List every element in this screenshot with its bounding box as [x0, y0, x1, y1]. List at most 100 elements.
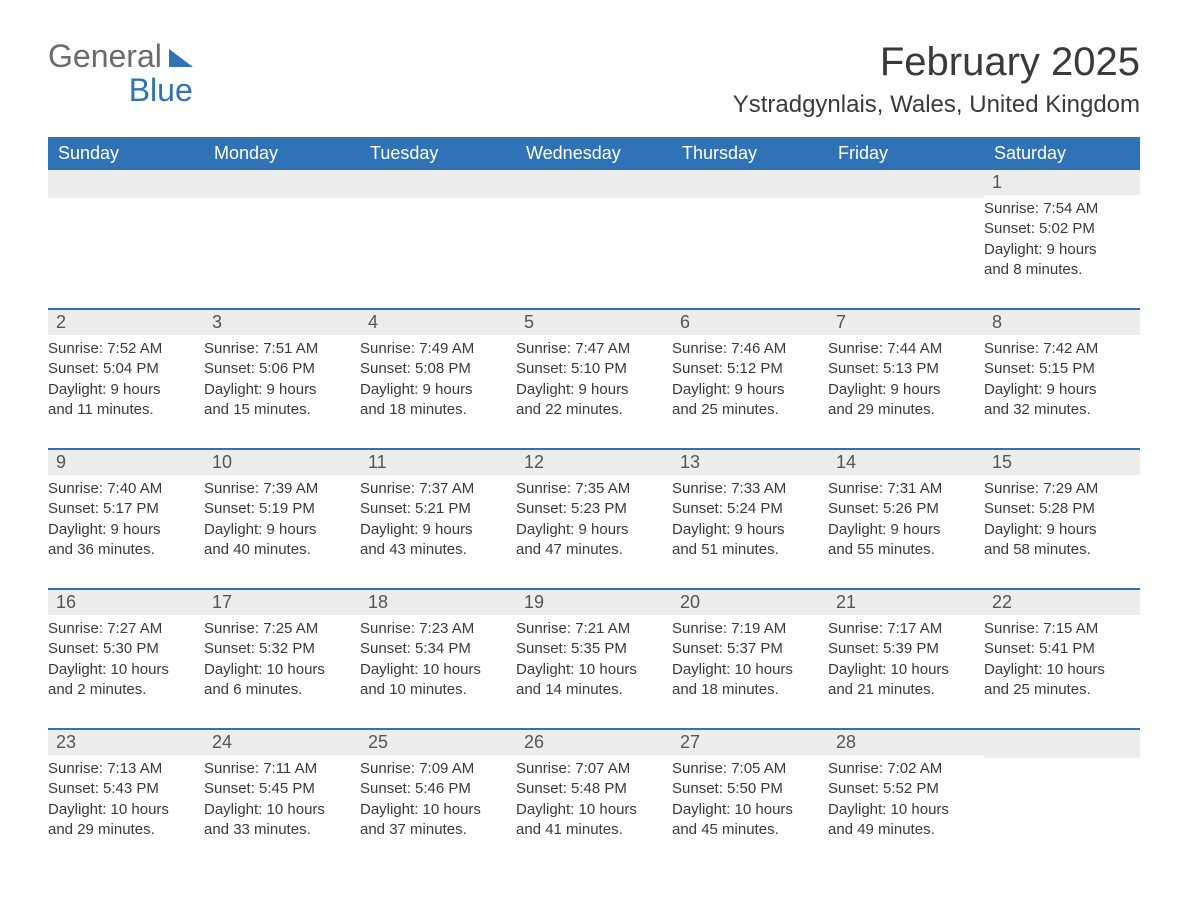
- day-dl1: Daylight: 9 hours: [204, 520, 356, 540]
- day-dl2: and 37 minutes.: [360, 820, 512, 840]
- day-dl2: and 14 minutes.: [516, 680, 668, 700]
- day-sunset: Sunset: 5:41 PM: [984, 639, 1136, 659]
- day-sunset: Sunset: 5:21 PM: [360, 499, 512, 519]
- day-body: Sunrise: 7:21 AMSunset: 5:35 PMDaylight:…: [516, 615, 672, 704]
- day-number: 11: [360, 450, 516, 475]
- day-sunset: Sunset: 5:13 PM: [828, 359, 980, 379]
- day-sunrise: Sunrise: 7:17 AM: [828, 619, 980, 639]
- calendar: SundayMondayTuesdayWednesdayThursdayFrid…: [48, 137, 1140, 844]
- day-body: Sunrise: 7:27 AMSunset: 5:30 PMDaylight:…: [48, 615, 204, 704]
- day-sunrise: Sunrise: 7:15 AM: [984, 619, 1136, 639]
- day-dl2: and 8 minutes.: [984, 260, 1136, 280]
- day-cell: 4Sunrise: 7:49 AMSunset: 5:08 PMDaylight…: [360, 310, 516, 424]
- day-dl2: and 21 minutes.: [828, 680, 980, 700]
- day-sunrise: Sunrise: 7:29 AM: [984, 479, 1136, 499]
- header: General Blue February 2025 Ystradgynlais…: [48, 40, 1140, 119]
- day-number: 24: [204, 730, 360, 755]
- day-sunset: Sunset: 5:26 PM: [828, 499, 980, 519]
- day-sunrise: Sunrise: 7:31 AM: [828, 479, 980, 499]
- day-body: Sunrise: 7:11 AMSunset: 5:45 PMDaylight:…: [204, 755, 360, 844]
- day-cell: 15Sunrise: 7:29 AMSunset: 5:28 PMDayligh…: [984, 450, 1140, 564]
- day-cell: [360, 170, 516, 284]
- day-dl1: Daylight: 9 hours: [204, 380, 356, 400]
- day-sunset: Sunset: 5:08 PM: [360, 359, 512, 379]
- day-sunset: Sunset: 5:48 PM: [516, 779, 668, 799]
- day-cell: 11 Sunrise: 7:37 AMSunset: 5:21 PMDayligh…: [360, 450, 516, 564]
- day-cell: 5Sunrise: 7:47 AMSunset: 5:10 PMDaylight…: [516, 310, 672, 424]
- day-dl2: and 47 minutes.: [516, 540, 668, 560]
- empty-day-bar: [984, 730, 1140, 758]
- day-dl2: and 10 minutes.: [360, 680, 512, 700]
- day-number: 23: [48, 730, 204, 755]
- day-sunrise: Sunrise: 7:37 AM: [360, 479, 512, 499]
- week-row: 16Sunrise: 7:27 AMSunset: 5:30 PMDayligh…: [48, 588, 1140, 704]
- day-sunrise: Sunrise: 7:27 AM: [48, 619, 200, 639]
- day-cell: [984, 730, 1140, 844]
- day-cell: 23Sunrise: 7:13 AMSunset: 5:43 PMDayligh…: [48, 730, 204, 844]
- day-body: Sunrise: 7:54 AMSunset: 5:02 PMDaylight:…: [984, 195, 1140, 284]
- logo-triangle-icon: [169, 49, 193, 67]
- day-dl1: Daylight: 9 hours: [828, 520, 980, 540]
- day-cell: 2Sunrise: 7:52 AMSunset: 5:04 PMDaylight…: [48, 310, 204, 424]
- day-dl1: Daylight: 10 hours: [984, 660, 1136, 680]
- day-body: Sunrise: 7:13 AMSunset: 5:43 PMDaylight:…: [48, 755, 204, 844]
- day-body: Sunrise: 7:15 AMSunset: 5:41 PMDaylight:…: [984, 615, 1140, 704]
- day-dl1: Daylight: 9 hours: [984, 520, 1136, 540]
- day-dl2: and 18 minutes.: [360, 400, 512, 420]
- day-dl2: and 18 minutes.: [672, 680, 824, 700]
- week-row: 23Sunrise: 7:13 AMSunset: 5:43 PMDayligh…: [48, 728, 1140, 844]
- day-dl1: Daylight: 10 hours: [360, 660, 512, 680]
- day-body: Sunrise: 7:42 AMSunset: 5:15 PMDaylight:…: [984, 335, 1140, 424]
- day-dl1: Daylight: 9 hours: [48, 520, 200, 540]
- day-number: 10: [204, 450, 360, 475]
- day-dl1: Daylight: 10 hours: [828, 660, 980, 680]
- day-dl1: Daylight: 9 hours: [828, 380, 980, 400]
- day-sunrise: Sunrise: 7:05 AM: [672, 759, 824, 779]
- day-cell: 18Sunrise: 7:23 AMSunset: 5:34 PMDayligh…: [360, 590, 516, 704]
- day-number: 4: [360, 310, 516, 335]
- day-number: 7: [828, 310, 984, 335]
- day-body: Sunrise: 7:19 AMSunset: 5:37 PMDaylight:…: [672, 615, 828, 704]
- day-body: Sunrise: 7:52 AMSunset: 5:04 PMDaylight:…: [48, 335, 204, 424]
- day-cell: 1Sunrise: 7:54 AMSunset: 5:02 PMDaylight…: [984, 170, 1140, 284]
- day-cell: 12Sunrise: 7:35 AMSunset: 5:23 PMDayligh…: [516, 450, 672, 564]
- day-sunset: Sunset: 5:06 PM: [204, 359, 356, 379]
- day-sunset: Sunset: 5:04 PM: [48, 359, 200, 379]
- day-cell: 8Sunrise: 7:42 AMSunset: 5:15 PMDaylight…: [984, 310, 1140, 424]
- day-sunrise: Sunrise: 7:54 AM: [984, 199, 1136, 219]
- day-sunset: Sunset: 5:15 PM: [984, 359, 1136, 379]
- day-dl2: and 32 minutes.: [984, 400, 1136, 420]
- day-dl2: and 2 minutes.: [48, 680, 200, 700]
- day-dl1: Daylight: 9 hours: [360, 520, 512, 540]
- day-sunrise: Sunrise: 7:23 AM: [360, 619, 512, 639]
- day-number: 8: [984, 310, 1140, 335]
- day-cell: 13Sunrise: 7:33 AMSunset: 5:24 PMDayligh…: [672, 450, 828, 564]
- day-cell: 10Sunrise: 7:39 AMSunset: 5:19 PMDayligh…: [204, 450, 360, 564]
- empty-day-bar: [516, 170, 672, 198]
- day-dl2: and 22 minutes.: [516, 400, 668, 420]
- day-sunrise: Sunrise: 7:21 AM: [516, 619, 668, 639]
- day-number: 22: [984, 590, 1140, 615]
- day-dl1: Daylight: 9 hours: [984, 380, 1136, 400]
- day-number: 15: [984, 450, 1140, 475]
- day-cell: 9Sunrise: 7:40 AMSunset: 5:17 PMDaylight…: [48, 450, 204, 564]
- day-header: Saturday: [984, 137, 1140, 170]
- day-cell: 26Sunrise: 7:07 AMSunset: 5:48 PMDayligh…: [516, 730, 672, 844]
- day-dl2: and 29 minutes.: [48, 820, 200, 840]
- day-number: 25: [360, 730, 516, 755]
- day-dl2: and 49 minutes.: [828, 820, 980, 840]
- day-body: Sunrise: 7:23 AMSunset: 5:34 PMDaylight:…: [360, 615, 516, 704]
- day-dl1: Daylight: 10 hours: [204, 800, 356, 820]
- empty-day-bar: [672, 170, 828, 198]
- empty-day-bar: [828, 170, 984, 198]
- day-sunrise: Sunrise: 7:40 AM: [48, 479, 200, 499]
- day-sunset: Sunset: 5:32 PM: [204, 639, 356, 659]
- day-sunrise: Sunrise: 7:11 AM: [204, 759, 356, 779]
- logo-text: General Blue: [48, 40, 193, 107]
- day-sunrise: Sunrise: 7:52 AM: [48, 339, 200, 359]
- day-cell: [204, 170, 360, 284]
- day-sunset: Sunset: 5:39 PM: [828, 639, 980, 659]
- day-dl2: and 6 minutes.: [204, 680, 356, 700]
- day-dl2: and 15 minutes.: [204, 400, 356, 420]
- day-sunrise: Sunrise: 7:47 AM: [516, 339, 668, 359]
